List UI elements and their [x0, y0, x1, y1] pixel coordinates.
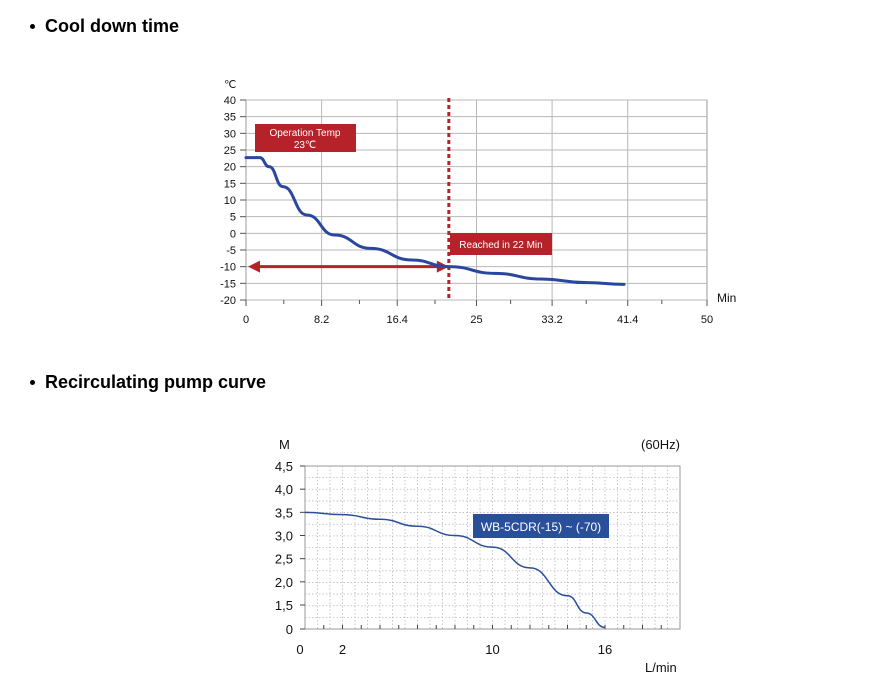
cool-down-x-tick-label: 8.2 [314, 314, 329, 326]
operation-temp-value: 23℃ [294, 140, 316, 151]
cool-down-x-tick-label: 0 [243, 314, 249, 326]
cool-down-x-tick-label: 16.4 [386, 314, 407, 326]
pump-curve-y-tick-label: 2,5 [275, 552, 293, 567]
cool-down-y-tick-label: 40 [224, 95, 236, 107]
pump-curve-chart: 4,5 4,0 3,5 3,0 2,5 2,0 1,5 0 0 2 10 16 M L/min (6… [275, 437, 681, 675]
cool-down-x-tick-label: 41.4 [617, 314, 638, 326]
cool-down-title: Cool down time [45, 16, 179, 36]
operation-temp-label: Operation Temp [270, 128, 341, 139]
cool-down-y-axis-label: ℃ [224, 79, 236, 91]
reached-time-label: Reached in 22 Min [459, 240, 542, 251]
series-label: WB-5CDR(-15) ~ (-70) [481, 520, 601, 534]
cool-down-x-tick-label: 33.2 [541, 314, 562, 326]
cool-down-y-tick-label: 5 [230, 212, 236, 224]
cool-down-series-line [244, 156, 626, 286]
pump-curve-series-line [304, 511, 606, 629]
cool-down-y-tick-label: 35 [224, 112, 236, 124]
pump-curve-y-tick-label: 0 [286, 622, 293, 637]
section-pump-curve: Recirculating pump curve [30, 372, 266, 393]
pump-curve-x-axis-label: L/min [645, 660, 677, 675]
pump-curve-x-tick-label: 2 [339, 642, 346, 657]
pump-curve-y-tick-label: 3,0 [275, 529, 293, 544]
pump-curve-y-tick-label: 4,0 [275, 482, 293, 497]
series-label-box [473, 514, 609, 538]
cool-down-y-tick-label: 20 [224, 162, 236, 174]
bullet-icon [30, 380, 35, 385]
pump-curve-y-axis-label: M [279, 437, 290, 452]
cool-down-y-tick-label: -20 [220, 295, 236, 307]
pump-curve-frequency-label: (60Hz) [641, 437, 680, 452]
cool-down-y-tick-label: 30 [224, 128, 236, 140]
section-cool-down: Cool down time [30, 16, 179, 37]
pump-curve-x-tick-label: 0 [296, 642, 303, 657]
cool-down-y-tick-label: 15 [224, 178, 236, 190]
operation-temp-box [255, 124, 356, 152]
pump-curve-x-tick-label: 10 [485, 642, 499, 657]
pump-curve-y-tick-label: 4,5 [275, 459, 293, 474]
cool-down-x-tick-label: 50 [701, 314, 713, 326]
arrow-left-icon [248, 260, 260, 273]
cool-down-y-tick-label: -10 [220, 262, 236, 274]
cool-down-y-tick-label: 10 [224, 195, 236, 207]
cool-down-y-tick-label: -5 [226, 245, 236, 257]
cool-down-y-tick-label: -15 [220, 278, 236, 290]
bullet-icon [30, 24, 35, 29]
pump-curve-y-tick-label: 1,5 [275, 598, 293, 613]
pump-curve-title: Recirculating pump curve [45, 372, 267, 392]
cool-down-x-tick-label: 25 [470, 314, 482, 326]
pump-curve-x-tick-label: 16 [598, 642, 612, 657]
cool-down-y-tick-label: 25 [224, 145, 236, 157]
pump-curve-y-tick-label: 2,0 [275, 575, 293, 590]
pump-curve-y-tick-label: 3,5 [275, 505, 293, 520]
cool-down-x-axis-label: Min [717, 291, 736, 305]
reached-time-box [450, 233, 552, 255]
cool-down-y-tick-label: 0 [230, 228, 236, 240]
